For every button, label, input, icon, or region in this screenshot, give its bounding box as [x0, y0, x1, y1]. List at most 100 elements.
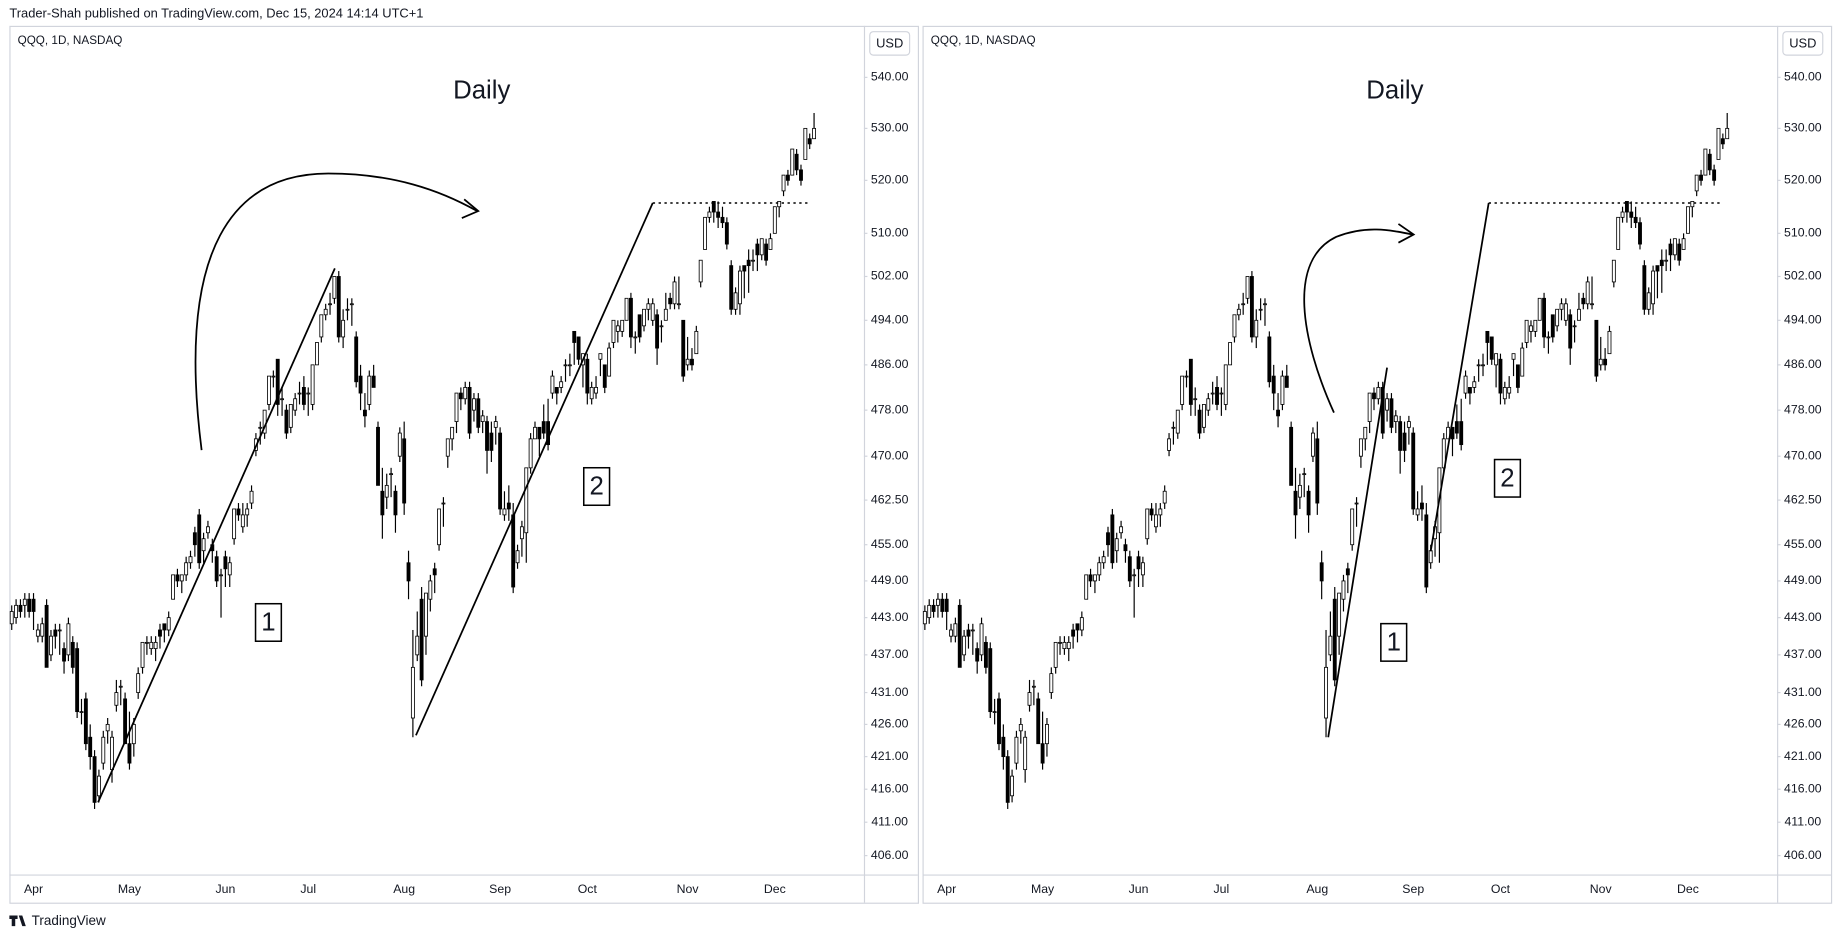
candle-body [127, 743, 132, 764]
candle-body [1651, 270, 1656, 305]
candle-body [1337, 592, 1342, 637]
x-tick-label: Nov [677, 882, 700, 896]
candle-body [554, 387, 559, 394]
candle-body [1302, 473, 1307, 476]
candle-body [432, 568, 437, 576]
currency-label: USD [876, 35, 903, 50]
candle-body [153, 641, 158, 650]
candle-body [171, 574, 175, 600]
y-tick-label: 470.00 [1784, 448, 1822, 462]
pane-frame [9, 25, 919, 904]
y-tick-label: 421.00 [871, 749, 909, 763]
y-tick-label: 470.00 [871, 448, 909, 462]
candle-body [1324, 666, 1328, 719]
candle-body [1040, 743, 1045, 764]
candle-body [1315, 438, 1320, 504]
candle-body [1210, 392, 1215, 395]
candle-body [1219, 392, 1224, 395]
candle-body [1393, 415, 1398, 423]
candle-body [1646, 292, 1651, 310]
x-tick-label: Dec [764, 882, 786, 896]
x-tick-label: Jun [1129, 882, 1149, 896]
candle-body [983, 641, 988, 668]
candle-body [1424, 514, 1429, 588]
candle-body [1140, 562, 1145, 576]
candle-body [738, 270, 742, 305]
candle-body [794, 153, 799, 171]
candle-body [1071, 629, 1076, 637]
candle-body [1066, 641, 1071, 650]
candle-body [1529, 325, 1533, 332]
candle-body [1206, 398, 1211, 411]
candle-body [1123, 544, 1128, 552]
candle-body [419, 598, 424, 681]
candle-body [1031, 685, 1036, 688]
candle-body [1559, 303, 1564, 310]
candle-body [1097, 562, 1102, 576]
candle-body [1276, 409, 1281, 417]
candle-body [397, 432, 402, 457]
candle-body [114, 692, 119, 706]
candle-body [1119, 526, 1124, 534]
x-tick-label: Aug [1306, 882, 1328, 896]
candle-body [1132, 574, 1137, 577]
candle-body [716, 211, 721, 218]
y-tick-label: 416.00 [871, 781, 909, 795]
candle-body [96, 775, 101, 797]
candle-body [319, 314, 324, 338]
candle-body [1088, 574, 1093, 582]
y-tick-label: 431.00 [871, 685, 909, 699]
candle-body [245, 508, 250, 516]
y-tick-label: 530.00 [1784, 121, 1822, 135]
candle-body [1511, 353, 1516, 360]
candle-body [992, 711, 997, 713]
candle-body [659, 325, 664, 328]
candle-body [223, 556, 228, 570]
candle-body [1092, 574, 1097, 582]
candle-body [1162, 490, 1167, 504]
candle-body [410, 666, 415, 719]
candle-body [1367, 392, 1372, 423]
candle-body [1699, 174, 1703, 181]
candle-body [1249, 276, 1254, 338]
candle-body [1572, 325, 1577, 328]
candle-body [27, 598, 32, 612]
candle-body [922, 611, 927, 625]
candle-body [1284, 375, 1289, 388]
candle-body [1681, 238, 1686, 250]
candle-body [105, 723, 110, 732]
candle-body [1136, 556, 1141, 570]
candle-body [624, 297, 629, 321]
candle-body [1106, 532, 1110, 546]
candle-body [275, 358, 280, 405]
candle-body [615, 325, 620, 332]
candle-body [454, 392, 459, 423]
candle-body [975, 648, 980, 662]
candle-body [524, 467, 529, 534]
candle-body [1481, 364, 1485, 367]
candle-body [1354, 502, 1359, 505]
y-tick-label: 426.00 [1784, 717, 1822, 731]
candle-body [1454, 421, 1459, 434]
box-label: 2 [1500, 464, 1514, 492]
y-tick-label: 510.00 [871, 226, 909, 240]
candle-body [585, 358, 590, 394]
candle-body [611, 319, 616, 343]
y-tick-label: 462.50 [1784, 492, 1822, 506]
candle-body [1267, 336, 1272, 383]
y-tick-label: 540.00 [871, 70, 909, 84]
footer-brand: TradingView [32, 913, 106, 928]
candle-body [655, 314, 660, 349]
y-tick-label: 462.50 [871, 492, 909, 506]
candle-body [184, 562, 189, 576]
candle-body [1010, 775, 1015, 797]
candle-body [515, 550, 520, 564]
chart: QQQ, 1D, NASDAQ USD Daily 540.00 530.00 520.0… [922, 25, 1831, 903]
x-tick-label: May [1031, 882, 1055, 896]
y-tick-label: 411.00 [1784, 814, 1821, 828]
candle-body [288, 404, 293, 428]
candle-body [110, 736, 114, 771]
candle-body [1398, 421, 1403, 451]
candle-body [40, 623, 45, 637]
y-tick-label: 426.00 [871, 717, 909, 731]
